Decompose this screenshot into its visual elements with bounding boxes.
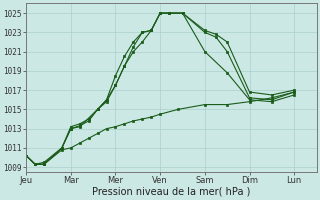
X-axis label: Pression niveau de la mer( hPa ): Pression niveau de la mer( hPa ) (92, 187, 251, 197)
